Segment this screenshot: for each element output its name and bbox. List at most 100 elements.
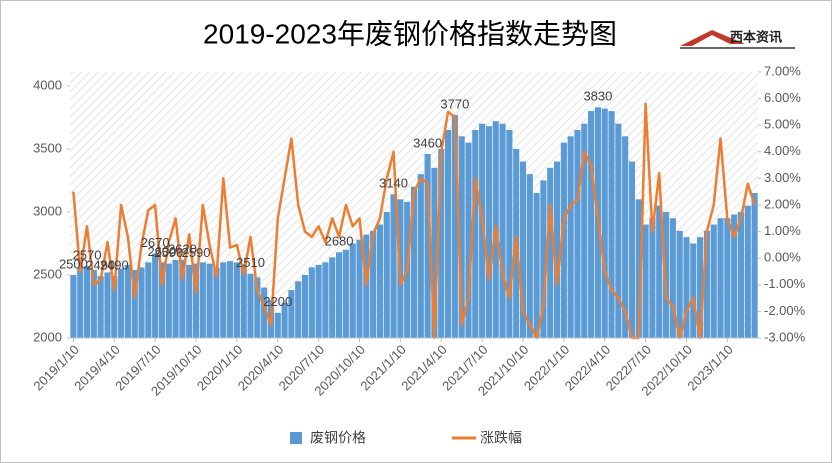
bar [567,136,574,338]
bar [158,262,166,338]
bar [601,108,608,339]
bar [553,161,561,338]
bar [717,218,724,338]
bar [118,268,125,338]
bar [111,276,118,338]
y2-tick-label: 7.00% [764,63,801,78]
bar [560,142,567,338]
bar [676,230,683,338]
bar [192,263,200,338]
bar [233,262,240,338]
bar [451,114,458,339]
bar [472,129,479,338]
bar [342,249,349,338]
data-label: 3770 [440,96,469,111]
bar [574,129,581,338]
y2-tick-label: 1.00% [764,223,801,238]
bar [152,253,159,338]
data-label: 2510 [236,255,265,270]
bar [70,274,77,338]
bar [703,230,710,338]
bar [485,126,492,339]
bar [172,259,179,338]
bar [97,276,104,338]
bar [710,224,717,338]
y-tick-label: 3500 [33,140,62,155]
bar [240,263,247,338]
bar [383,211,390,338]
logo: 西本资讯 [680,29,795,49]
bar [662,211,670,338]
y2-tick-label: -2.00% [764,303,806,318]
data-label: 2490 [86,258,115,273]
bar [390,194,397,338]
bar [628,161,636,338]
bar [533,193,540,338]
bar [683,237,690,338]
bar [519,161,527,338]
bar [206,263,213,338]
bar [635,199,642,338]
bar [724,218,731,338]
bar [479,123,486,339]
data-label: 2680 [325,234,354,249]
bar [376,224,384,338]
bar [370,230,377,338]
data-label: 2590 [182,245,211,260]
bar [281,302,288,338]
bar [247,273,254,338]
bar [227,261,234,338]
bar [165,263,172,338]
y2-tick-label: 2.00% [764,196,801,211]
bar [608,111,615,338]
bar [261,287,268,338]
bar [526,174,533,338]
bar [751,193,758,338]
bar [622,136,629,338]
bar [690,243,697,338]
logo-text: 西本资讯 [730,29,782,44]
data-label: 2490 [100,258,129,273]
bar [179,259,186,338]
y2-tick-label: 4.00% [764,143,801,158]
data-label: 2620 [168,241,197,256]
bar [131,269,138,338]
bar [336,252,343,338]
data-label: 3140 [379,176,408,191]
bar [458,136,465,338]
bar [349,243,356,338]
data-label: 2600 [147,244,176,259]
bar [465,142,472,338]
bar [669,218,676,338]
bar [138,267,145,338]
bar [615,123,622,339]
bar [77,267,84,338]
line [72,102,756,340]
bar [186,264,193,338]
y-tick-label: 4000 [33,77,62,92]
bar [506,129,513,338]
bar [295,281,302,338]
bar [322,262,329,338]
bar [424,153,431,338]
bar [731,214,738,338]
data-label: 2590 [154,245,183,260]
bar [315,264,322,338]
chart-title: 2019-2023年废钢价格指数走势图 [203,18,617,49]
data-label: 3830 [583,89,612,104]
bar [356,239,363,338]
bar [581,123,588,339]
bar [104,272,111,338]
bar [438,148,445,338]
bar [301,274,309,338]
bar [737,211,745,338]
bar [697,237,704,338]
y2-tick-label: 0.00% [764,250,801,265]
bar [499,123,506,339]
bar [274,312,281,338]
y2-tick-label: -1.00% [764,276,806,291]
bar [288,290,295,338]
bar [145,262,152,338]
y2-tick-label: -3.00% [764,329,806,344]
